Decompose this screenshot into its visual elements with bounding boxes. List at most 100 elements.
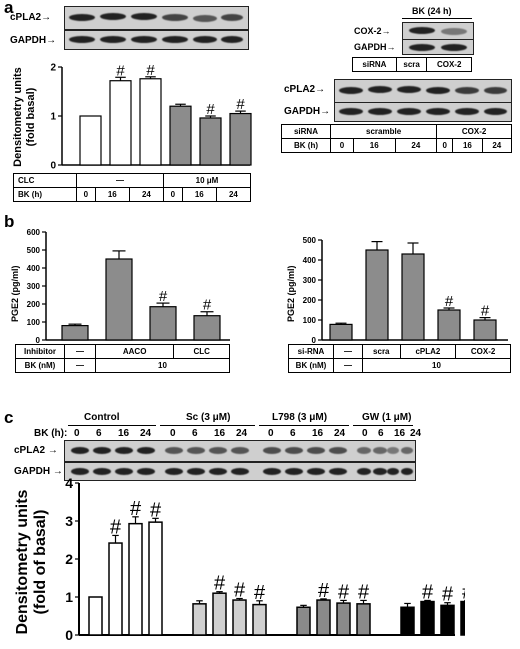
cpla2-blot-a [64, 6, 249, 30]
significance-mark: # [159, 288, 168, 305]
y-tick-label: 2 [65, 551, 73, 567]
cpla2-label-c: cPLA2 → [14, 445, 58, 456]
cox2-blot [402, 22, 474, 40]
significance-mark: # [130, 498, 142, 520]
panel-b-left-bar-chart: 0 100 200 300 400 500 600 # # [27, 228, 230, 345]
y-tick-label: 1 [65, 589, 73, 605]
panel-a-condition-table: CLC — 10 μM BK (h) 0 16 24 0 16 24 [13, 173, 252, 202]
panel-a-right-condition-table: siRNA scramble COX-2 BK (h) 0 16 24 0 16 24 [281, 124, 513, 153]
gapdh-label-a-right: GAPDH→ [284, 106, 331, 117]
significance-mark: # [445, 293, 454, 310]
significance-mark: # [214, 573, 226, 595]
bk24-underline [402, 18, 472, 19]
bar [149, 306, 177, 341]
y-tick-label: 100 [303, 316, 317, 325]
y-tick-label: 0 [312, 336, 317, 345]
bar [336, 602, 351, 636]
bar [212, 592, 227, 636]
bar [105, 258, 133, 341]
panel-b-right-bar-chart: 0 100 200 300 400 500 # # [303, 236, 508, 345]
y-tick-label: 500 [303, 236, 317, 245]
panel-b-right-ylabel: PGE2 (pg/ml) [286, 265, 296, 322]
bar [109, 80, 132, 166]
bar [437, 309, 461, 341]
y-tick-label: 400 [303, 256, 317, 265]
y-tick-label: 1 [50, 112, 56, 123]
bar [169, 105, 192, 166]
time-label: 0 [74, 428, 80, 439]
bar [473, 319, 497, 341]
bar [232, 599, 247, 636]
significance-mark: # [338, 581, 350, 603]
gapdh-label-small: GAPDH→ [354, 42, 396, 52]
bar [401, 253, 425, 341]
y-tick-label: 3 [65, 513, 73, 529]
panel-c-letter: c [4, 408, 14, 427]
y-tick-label: 500 [27, 246, 41, 255]
bar [128, 522, 143, 636]
y-tick-label: 200 [303, 296, 317, 305]
cpla2-blot-c [64, 440, 416, 462]
significance-mark: # [234, 580, 246, 602]
bar [252, 603, 267, 636]
panel-b-left-condition-table: Inhibitor — AACO CLC BK (nM) — 10 [15, 344, 230, 373]
bar [193, 315, 221, 341]
significance-mark: # [422, 581, 434, 603]
significance-mark: # [110, 516, 122, 538]
gapdh-blot-small [402, 39, 474, 55]
bar [296, 606, 311, 636]
time-label: 24 [410, 428, 422, 439]
gapdh-label-c: GAPDH → [14, 466, 63, 477]
panel-b-left-ylabel: PGE2 (pg/ml) [10, 265, 20, 322]
cpla2-blot-a-right [334, 79, 512, 103]
time-label: 6 [290, 428, 296, 439]
cpla2-label-a: cPLA2→ [10, 12, 52, 23]
bar [139, 78, 162, 166]
panel-b-right-condition-table: si-RNA — scra cPLA2 COX-2 BK (nM) — 10 [288, 344, 511, 373]
significance-mark: # [318, 580, 330, 602]
bar [356, 603, 371, 636]
time-label: 24 [140, 428, 152, 439]
time-label: 6 [192, 428, 198, 439]
panel-c-bar-chart: 0 1 2 3 4 # # # # # # # # # # # # [65, 475, 465, 640]
bar [199, 117, 222, 166]
bar [88, 596, 103, 636]
bar [148, 521, 163, 636]
gapdh-blot-a-right [334, 102, 512, 122]
sirna-small-table: siRNA scra COX-2 [352, 57, 472, 72]
bar [61, 324, 89, 341]
bar [400, 606, 415, 636]
y-tick-label: 0 [36, 336, 41, 345]
y-tick-label: 300 [27, 282, 41, 291]
time-label: 16 [214, 428, 226, 439]
significance-mark: # [254, 582, 266, 604]
bk-time-label: BK (h): [34, 428, 68, 439]
significance-mark: # [206, 101, 215, 118]
significance-mark: # [462, 581, 465, 603]
group-label-gw: GW (1 μM) [362, 412, 412, 423]
y-tick-label: 0 [65, 627, 73, 640]
significance-mark: # [116, 62, 125, 79]
group-label-l798: L798 (3 μM) [272, 412, 328, 423]
time-label: 0 [170, 428, 176, 439]
y-tick-label: 300 [303, 276, 317, 285]
cpla2-label-a-right: cPLA2→ [284, 84, 326, 95]
bar [108, 542, 123, 636]
time-label: 16 [394, 428, 406, 439]
panel-b-letter: b [4, 212, 15, 231]
time-label: 0 [362, 428, 368, 439]
time-label: 16 [118, 428, 130, 439]
significance-mark: # [481, 303, 490, 320]
bar [79, 115, 102, 166]
y-tick-label: 4 [65, 475, 73, 491]
group-label-sc: Sc (3 μM) [186, 412, 231, 423]
group-label-control: Control [84, 412, 120, 423]
bar [229, 112, 252, 166]
gapdh-blot-a [64, 30, 249, 50]
time-label: 0 [268, 428, 274, 439]
y-tick-label: 100 [27, 318, 41, 327]
time-label: 24 [334, 428, 346, 439]
significance-mark: # [358, 581, 370, 603]
bar [316, 599, 331, 636]
y-tick-label: 400 [27, 264, 41, 273]
